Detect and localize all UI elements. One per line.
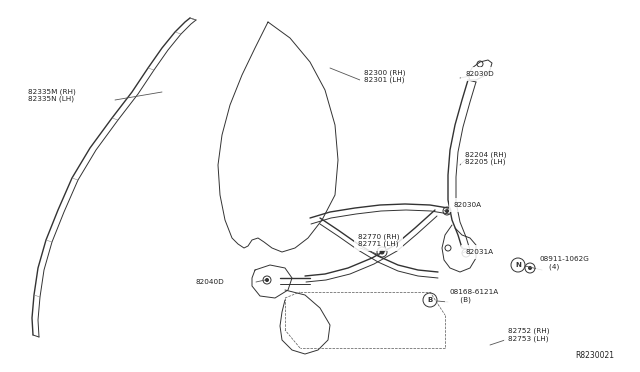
Text: 82204 (RH)
82205 (LH): 82204 (RH) 82205 (LH) [465,151,506,165]
Text: B: B [428,297,433,303]
Text: 82300 (RH)
82301 (LH): 82300 (RH) 82301 (LH) [364,69,406,83]
Text: 82335M (RH)
82335N (LH): 82335M (RH) 82335N (LH) [28,88,76,102]
Text: 82040D: 82040D [195,279,224,285]
Text: 82030D: 82030D [465,71,493,77]
Circle shape [529,266,531,269]
Circle shape [445,209,449,212]
Text: R8230021: R8230021 [575,351,614,360]
Text: 82031A: 82031A [465,249,493,255]
Circle shape [380,250,384,254]
Text: 82752 (RH)
82753 (LH): 82752 (RH) 82753 (LH) [508,328,550,342]
Text: 08911-1062G
    (4): 08911-1062G (4) [540,256,590,270]
Circle shape [266,279,269,282]
Text: 82770 (RH)
82771 (LH): 82770 (RH) 82771 (LH) [358,233,399,247]
Text: 82030A: 82030A [453,202,481,208]
Text: 08168-6121A
     (B): 08168-6121A (B) [449,289,499,303]
Text: N: N [515,262,521,268]
